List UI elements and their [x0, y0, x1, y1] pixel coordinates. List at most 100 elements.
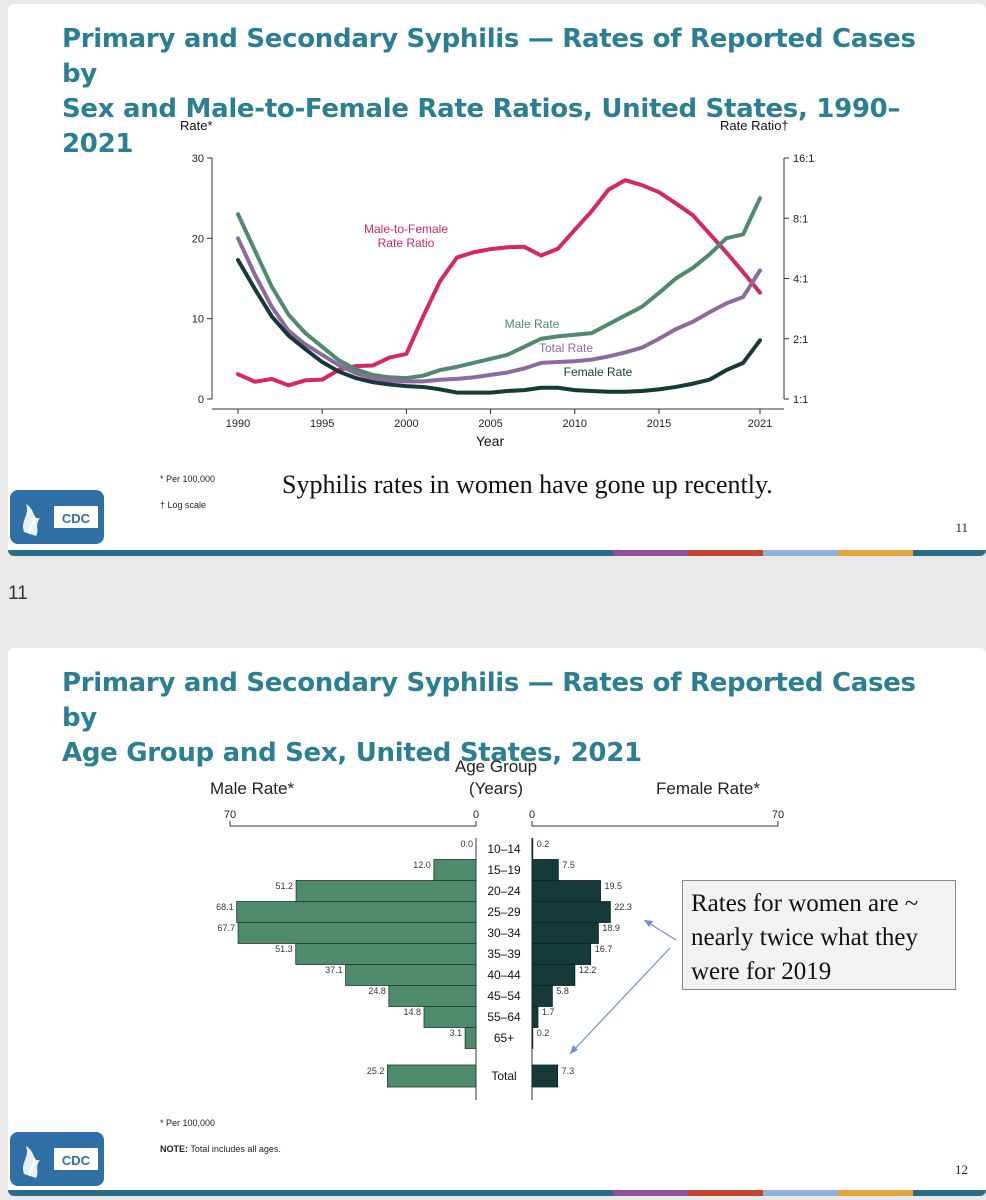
female-rate-label: Female Rate*	[656, 779, 760, 798]
page-number: 11	[955, 520, 968, 535]
series-label-male-to-female-rate-ratio: Male-to-Female	[364, 222, 448, 236]
male-bar	[237, 922, 477, 944]
page-number: 12	[955, 1162, 968, 1177]
age-group-category-label: 45–54	[487, 989, 521, 1003]
male-value-label: 37.1	[325, 965, 343, 975]
male-value-label: 51.3	[275, 944, 293, 954]
cdc-logo: CDC	[10, 490, 104, 544]
female-value-label: 0.2	[537, 1028, 550, 1038]
age-group-category-label: 25–29	[487, 905, 521, 919]
slide-1: Primary and Secondary Syphilis — Rates o…	[8, 4, 986, 556]
note-label: NOTE:	[160, 1144, 188, 1154]
male-axis-max-label: 70	[224, 809, 236, 821]
y-axis-label: Rate*	[180, 118, 213, 133]
age-group-category-label: 65+	[494, 1031, 514, 1045]
trend-line-chart: Rate* Rate Ratio† Year 0 10 20 30 1:1 2:1 4:1 8…	[180, 118, 814, 449]
age-group-category-label: Total	[491, 1069, 516, 1083]
x-tick-label: 2005	[478, 418, 502, 430]
female-bar	[531, 1006, 539, 1028]
y2-tick-label: 8:1	[793, 213, 808, 225]
note-text: Total includes all ages.	[188, 1144, 281, 1154]
x-tick-label: 2000	[394, 418, 418, 430]
comment-text: Syphilis rates in women have gone up rec…	[282, 470, 773, 499]
female-axis-zero-label: 0	[529, 809, 535, 821]
cdc-logo: CDC	[10, 1132, 104, 1186]
female-value-label: 12.2	[579, 965, 597, 975]
male-axis-zero-label: 0	[473, 809, 479, 821]
age-group-label-years: (Years)	[469, 779, 523, 798]
slide-title: Primary and Secondary Syphilis — Rates o…	[62, 22, 942, 162]
color-band	[8, 1190, 986, 1196]
series-label-female-rate: Female Rate	[564, 365, 633, 379]
female-bar	[531, 943, 592, 965]
male-value-label: 0.0	[460, 839, 473, 849]
series-line-female-rate	[236, 258, 762, 395]
male-value-label: 12.0	[413, 860, 431, 870]
footnote-note: NOTE: Total includes all ages.	[160, 1144, 281, 1154]
male-value-label: 14.8	[403, 1007, 421, 1017]
y-tick-label: 30	[192, 153, 204, 165]
male-value-label: 68.1	[216, 902, 234, 912]
age-group-category-label: 40–44	[487, 968, 521, 982]
female-bar	[531, 859, 559, 881]
callout-arrowhead-upper	[644, 920, 653, 927]
male-bar	[295, 880, 477, 902]
male-value-label: 51.2	[276, 881, 294, 891]
callout-box: Rates for women are ~ nearly twice what …	[682, 880, 956, 990]
y-tick-label: 20	[192, 233, 204, 245]
title-line-2: Sex and Male-to-Female Rate Ratios, Unit…	[62, 94, 901, 159]
female-axis-max-label: 70	[772, 809, 784, 821]
cdc-logo-text: CDC	[62, 511, 91, 526]
callout-arrows	[569, 919, 677, 1055]
female-value-label: 18.9	[602, 923, 620, 933]
footnote-per-100000: * Per 100,000	[160, 1118, 216, 1128]
male-bar	[388, 985, 477, 1007]
x-tick-label: 2010	[563, 418, 587, 430]
series-label-male-to-female-rate-ratio: Rate Ratio	[378, 236, 435, 250]
y2-tick-label: 1:1	[793, 394, 808, 406]
female-bar	[531, 985, 553, 1007]
callout-arrow-lower	[569, 947, 671, 1055]
slide-number-label: 11	[8, 583, 28, 604]
female-value-label: 5.8	[556, 986, 569, 996]
x-tick-label: 1990	[226, 418, 250, 430]
y2-tick-label: 2:1	[793, 334, 808, 346]
y2-tick-label: 4:1	[793, 274, 808, 286]
title-line-1: Primary and Secondary Syphilis — Rates o…	[62, 24, 916, 89]
female-bar	[531, 1064, 559, 1088]
callout-arrowhead-lower	[570, 1045, 578, 1054]
male-rate-label: Male Rate*	[210, 779, 294, 798]
male-value-label: 24.8	[368, 986, 386, 996]
age-group-category-label: 20–24	[487, 884, 521, 898]
male-bar	[387, 1064, 477, 1088]
age-group-category-label: 35–39	[487, 947, 521, 961]
y-tick-label: 0	[198, 394, 204, 406]
y2-axis-label: Rate Ratio†	[720, 118, 789, 133]
male-value-label: 25.2	[367, 1066, 385, 1076]
x-axis-label: Year	[476, 433, 505, 449]
age-group-category-label: 10–14	[487, 842, 521, 856]
color-band	[8, 550, 986, 556]
series-line-male-rate	[236, 196, 762, 381]
female-value-label: 7.3	[562, 1066, 575, 1076]
title-line-2: Age Group and Sex, United States, 2021	[62, 738, 642, 768]
female-value-label: 16.7	[595, 944, 613, 954]
age-group-butterfly-chart: Male Rate* Female Rate* Age Group (Years…	[210, 757, 784, 1100]
female-value-label: 7.5	[562, 860, 575, 870]
x-tick-label: 1995	[310, 418, 334, 430]
male-bar	[464, 1027, 477, 1049]
age-group-category-label: 30–34	[487, 926, 521, 940]
cdc-logo-text: CDC	[62, 1153, 91, 1168]
female-bar	[531, 901, 611, 923]
female-value-label: 0.2	[537, 839, 550, 849]
female-value-label: 22.3	[614, 902, 632, 912]
female-bar	[531, 1027, 534, 1049]
female-bar	[531, 964, 576, 986]
footnote-per-100000: * Per 100,000	[160, 474, 216, 484]
age-group-category-label: 15–19	[487, 863, 521, 877]
series-label-total-rate: Total Rate	[539, 341, 593, 355]
y2-tick-label: 16:1	[793, 153, 814, 165]
female-value-label: 19.5	[605, 881, 623, 891]
male-value-label: 3.1	[450, 1028, 463, 1038]
x-tick-label: 2021	[748, 418, 772, 430]
